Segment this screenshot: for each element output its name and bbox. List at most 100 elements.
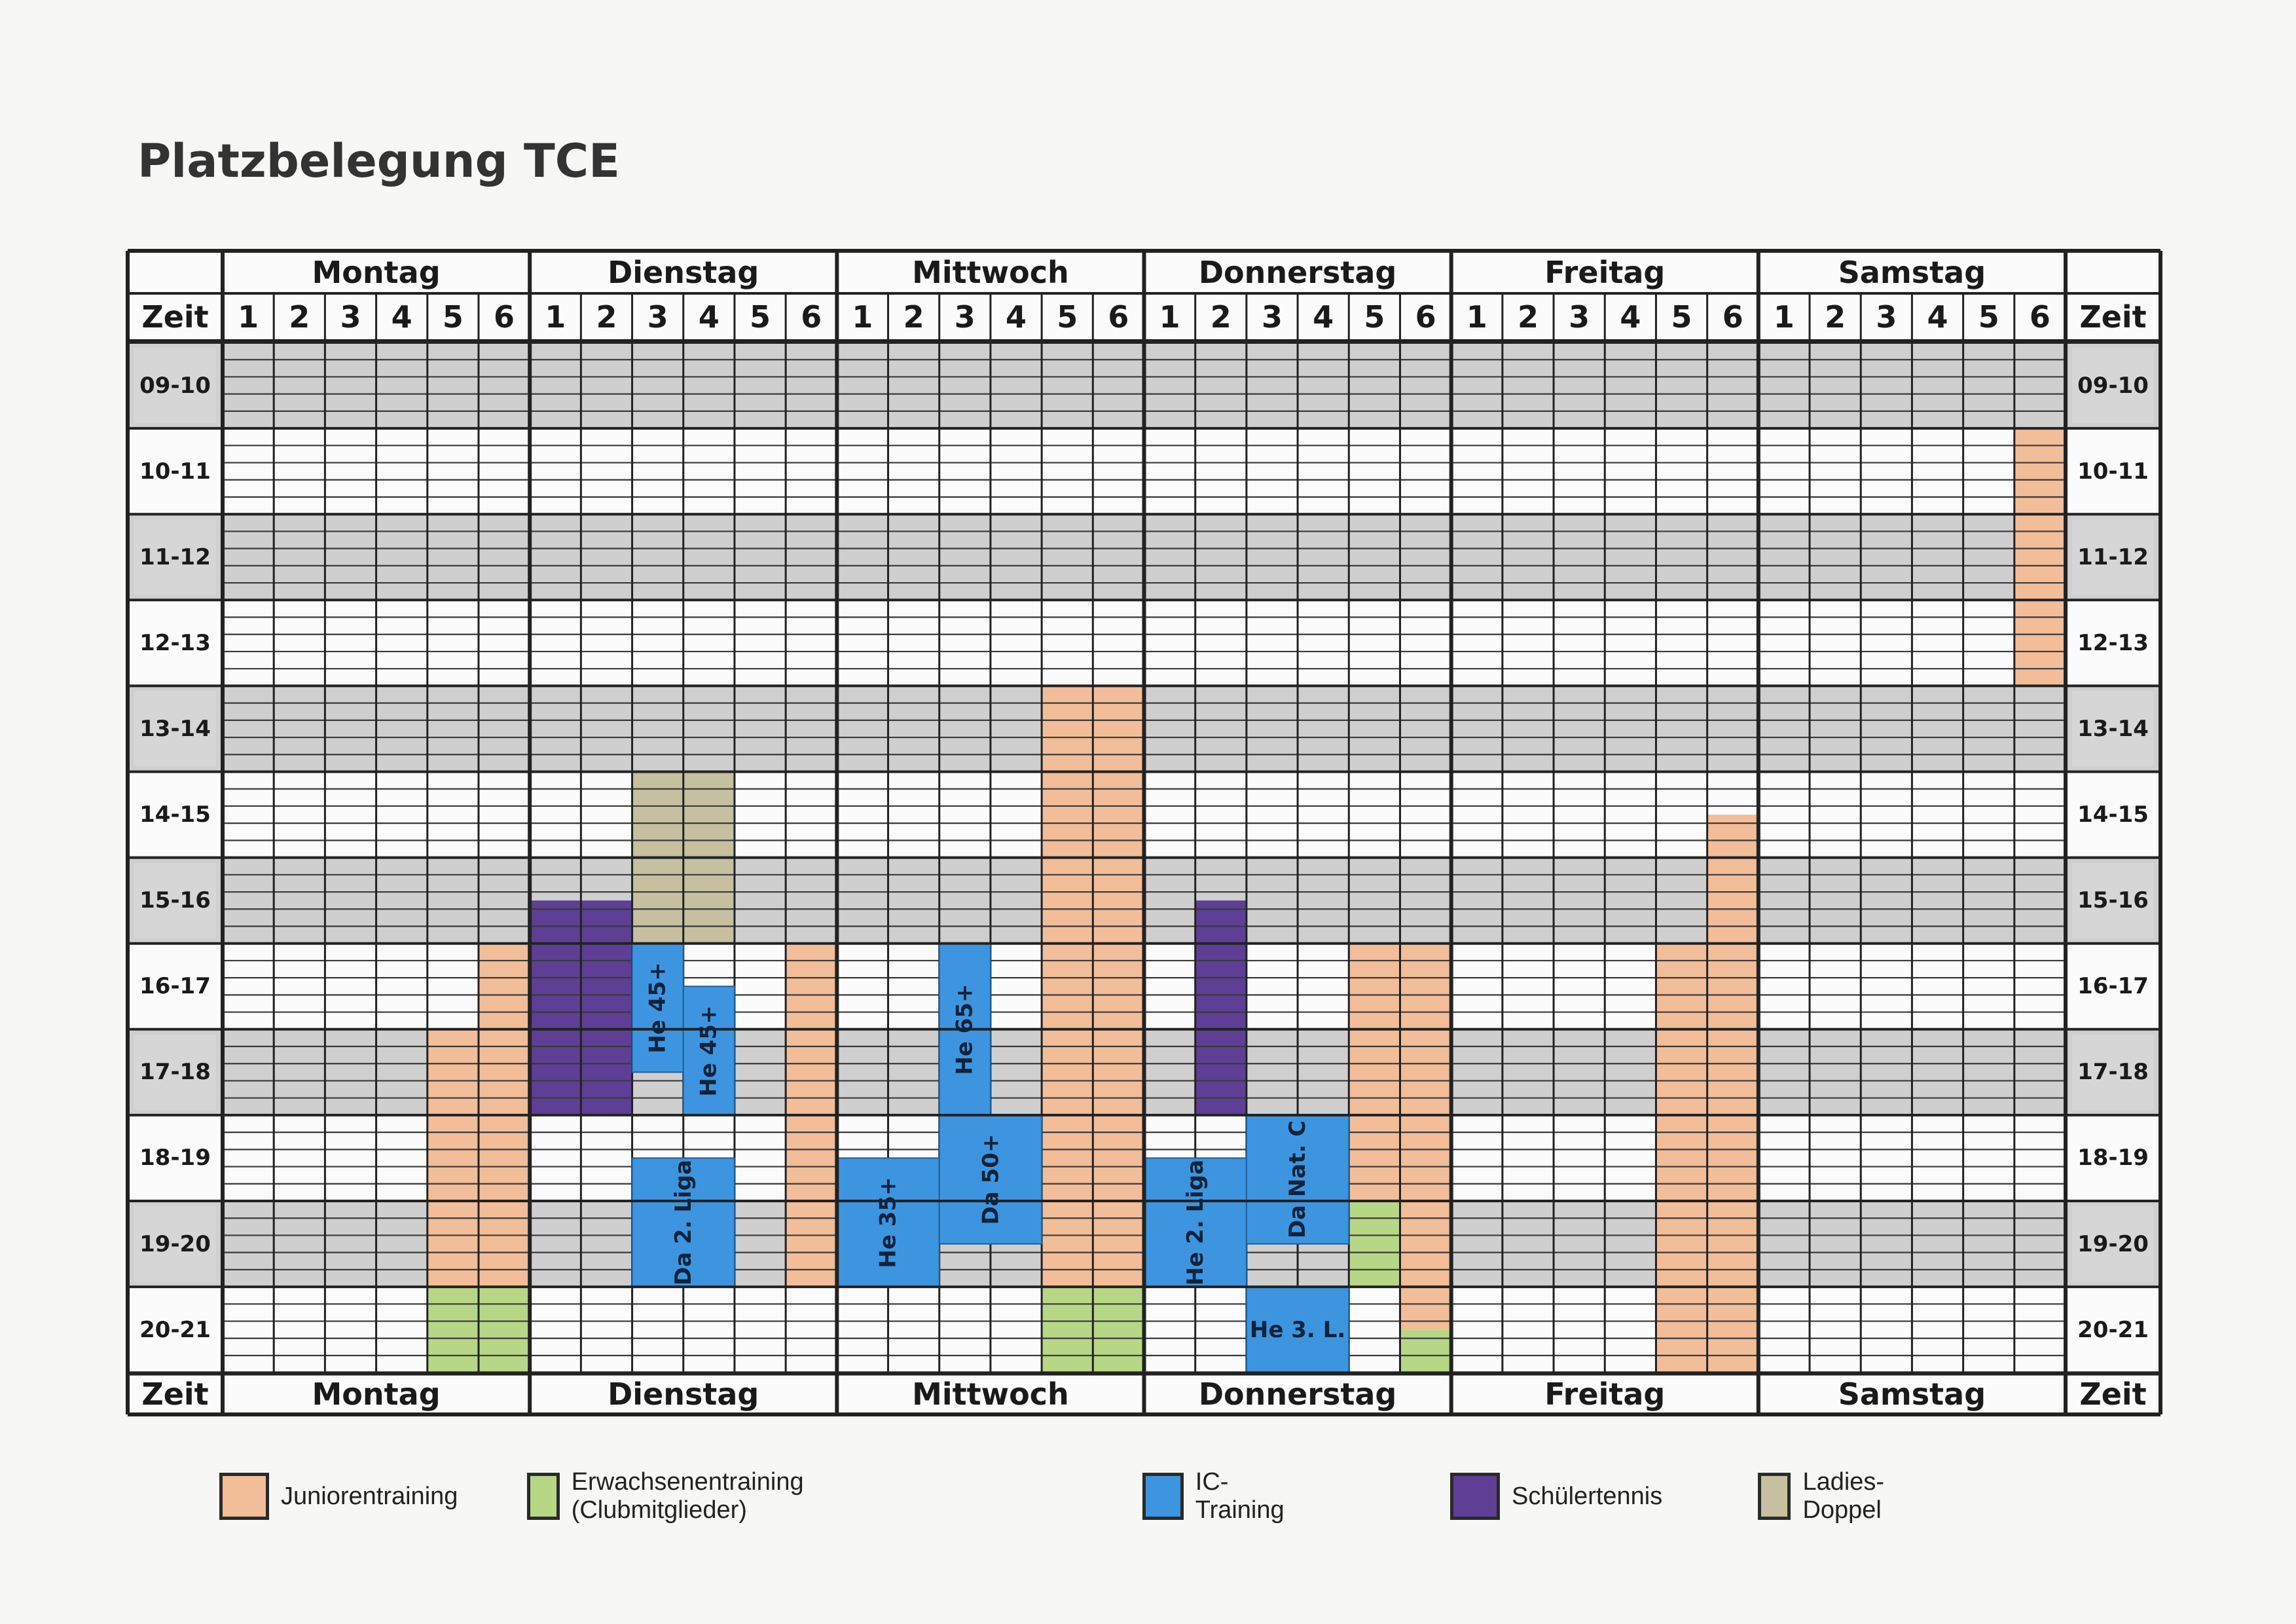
time-label-right: 17-18 [2077,1059,2149,1086]
day-header-freitag: Freitag [1544,254,1666,290]
day-header-samstag: Samstag [1838,254,1986,290]
ic-block-6 [682,986,735,1116]
time-cell-bg [134,605,216,681]
legend-swatch [1450,1473,1500,1520]
time-label-right: 10-11 [2077,458,2149,485]
court-number: 5 [1978,299,1999,335]
time-cell-bg [2072,348,2155,424]
time-label-right: 20-21 [2077,1316,2149,1343]
time-label-left: 16-17 [139,973,211,1000]
time-cell-bg [2072,519,2155,595]
court-number: 5 [1057,299,1078,335]
court-number: 3 [1261,299,1283,335]
day-header-mittwoch: Mittwoch [912,254,1069,290]
court-number: 6 [2029,299,2050,335]
time-label-right: 19-20 [2077,1230,2149,1257]
court-number: 1 [1773,299,1795,335]
court-number: 2 [289,299,310,335]
time-label-right: 16-17 [2077,973,2149,1000]
court-number: 6 [1415,299,1436,335]
court-number: 4 [698,299,720,335]
legend-item-ladies_doppel: Ladies-Doppel [1758,1468,1901,1524]
booking-juniorentraining-23 [1707,815,1758,1373]
ic-block-16 [1245,1114,1350,1245]
ic-block-15 [1143,1157,1247,1288]
zeit-footer-right: Zeit [2079,1376,2147,1412]
legend-label: IC-Training [1195,1468,1285,1524]
court-number: 3 [954,299,975,335]
court-number: 5 [750,299,771,335]
time-label-left: 18-19 [139,1145,211,1172]
time-label-right: 12-13 [2077,629,2149,656]
booking-erwachsenentraining-21 [1400,1329,1451,1373]
legend-label: Erwachsenentraining (Clubmitglieder) [571,1468,804,1524]
court-number: 5 [1671,299,1692,335]
ic-block-9 [836,1157,940,1288]
court-number: 3 [1876,299,1897,335]
court-number: 4 [1927,299,1948,335]
time-label-left: 12-13 [139,629,211,656]
court-number: 1 [238,299,259,335]
time-label-right: 14-15 [2077,802,2149,828]
court-number: 2 [1210,299,1231,335]
court-number: 2 [596,299,617,335]
legend-item-erwachsenentraining: Erwachsenentraining (Clubmitglieder) [527,1468,821,1524]
court-number: 6 [494,299,515,335]
time-label-left: 10-11 [139,458,211,485]
court-number: 4 [391,299,412,335]
time-cell-bg [2072,1034,2155,1110]
time-cell-bg [2072,434,2155,509]
time-label-left: 20-21 [139,1316,211,1343]
ic-block-17 [1245,1286,1350,1374]
time-cell-bg [2072,1292,2155,1368]
legend-label: Schülertennis [1512,1482,1663,1510]
court-number: 1 [1466,299,1487,335]
legend-item-schuelertennis: Schülertennis [1450,1470,1662,1522]
day-footer-freitag: Freitag [1544,1376,1666,1412]
court-number: 1 [545,299,566,335]
time-cell-bg [134,348,216,424]
day-footer-samstag: Samstag [1838,1376,1986,1412]
time-cell-bg [134,519,216,595]
time-label-right: 13-14 [2077,715,2149,742]
time-label-right: 15-16 [2077,887,2149,914]
time-cell-bg [2072,1206,2155,1282]
day-footer-donnerstag: Donnerstag [1198,1376,1397,1412]
court-number: 2 [1517,299,1539,335]
booking-juniorentraining-20 [1400,943,1451,1330]
time-cell-bg [134,1034,216,1110]
day-footer-mittwoch: Mittwoch [912,1376,1069,1412]
page-title: Platzbelegung TCE [137,134,620,188]
legend-label: Juniorentraining [281,1482,458,1510]
court-number: 3 [340,299,361,335]
day-header-montag: Montag [312,254,441,290]
zeit-header-right: Zeit [2079,299,2147,335]
legend-label: Ladies-Doppel [1802,1468,1885,1524]
day-footer-dienstag: Dienstag [608,1376,759,1412]
court-number: 1 [852,299,873,335]
booking-juniorentraining-0 [427,1029,479,1287]
zeit-footer-left: Zeit [141,1376,209,1412]
court-number: 6 [1722,299,1743,335]
time-label-left: 13-14 [139,715,211,742]
court-number: 3 [1569,299,1590,335]
court-number: 4 [1620,299,1641,335]
time-cell-bg [134,1206,216,1282]
time-cell-bg [2072,1120,2155,1196]
court-number: 3 [647,299,668,335]
time-label-left: 17-18 [139,1059,211,1086]
legend-item-juniorentraining: Juniorentraining [219,1470,458,1522]
time-cell-bg [134,691,216,767]
time-cell-bg [134,777,216,853]
zeit-header-left: Zeit [141,299,209,335]
time-cell-bg [2072,605,2155,681]
court-number: 6 [1108,299,1129,335]
booking-juniorentraining-22 [1656,943,1707,1373]
time-label-left: 09-10 [139,372,211,399]
day-footer-montag: Montag [312,1376,441,1412]
court-number: 2 [903,299,924,335]
day-header-dienstag: Dienstag [608,254,759,290]
ic-block-7 [631,1157,735,1288]
ic-block-10 [938,1114,1043,1245]
